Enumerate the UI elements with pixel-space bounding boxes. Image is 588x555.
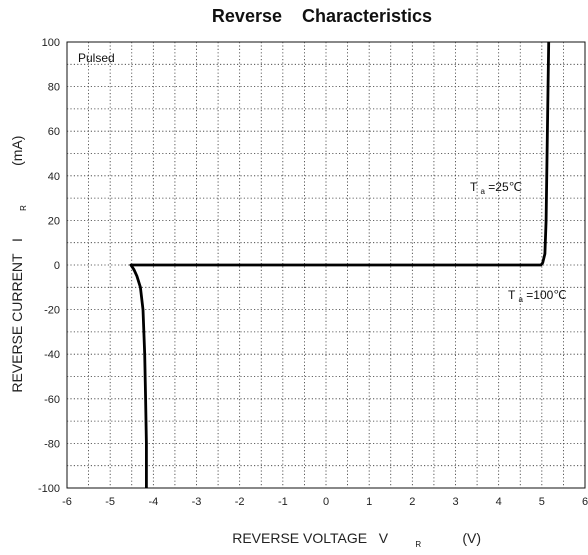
y-tick-label: 60	[48, 126, 60, 138]
x-tick-label: -2	[235, 496, 245, 508]
series-group	[129, 41, 551, 488]
ta100-symbol: T	[508, 288, 516, 302]
svg-text:T a =25℃: T a =25℃	[470, 180, 522, 197]
chart-title: Reverse Characteristics	[212, 6, 432, 26]
y-tick-label: -80	[44, 438, 60, 450]
y-axis-label-subscript: R	[19, 205, 28, 211]
x-axis-label: REVERSE VOLTAGE V R (V)	[205, 530, 500, 550]
x-tick-labels: -6 -5 -4 -3 -2 -1 0 1 2 3 4 5 6	[62, 496, 588, 508]
svg-text:REVERSE VOLTAGE V R: REVERSE VOLTAGE V R (V)	[205, 530, 500, 550]
x-axis-label-subscript: R	[415, 540, 421, 549]
x-axis-label-main: REVERSE VOLTAGE V	[232, 530, 389, 546]
x-tick-label: 4	[496, 496, 502, 508]
x-tick-label: 5	[539, 496, 545, 508]
y-tick-label: -60	[44, 394, 60, 406]
y-axis-label-unit: (mA)	[9, 136, 25, 166]
x-tick-label: 6	[582, 496, 588, 508]
svg-text:REVERSE CURRENT I R: REVERSE CURRENT I R (mA)	[9, 116, 29, 420]
y-axis-label-main: REVERSE CURRENT I	[9, 238, 25, 393]
x-tick-label: 0	[323, 496, 329, 508]
x-tick-label: 3	[452, 496, 458, 508]
y-tick-label: -20	[44, 305, 60, 317]
ta25-subscript: a	[480, 187, 485, 196]
ta25-value: =25℃	[488, 180, 522, 194]
y-tick-label: -100	[38, 483, 60, 495]
series-line-0	[129, 41, 551, 488]
ta100-value: =100℃	[526, 288, 567, 302]
pulsed-annotation: Pulsed	[78, 51, 115, 65]
y-tick-label: 20	[48, 215, 60, 227]
x-tick-label: 2	[409, 496, 415, 508]
x-tick-label: -4	[148, 496, 158, 508]
x-tick-label: 1	[366, 496, 372, 508]
y-tick-label: 0	[54, 260, 60, 272]
y-tick-label: -40	[44, 349, 60, 361]
x-tick-label: -3	[192, 496, 202, 508]
x-tick-label: -1	[278, 496, 288, 508]
y-tick-label: 100	[42, 37, 60, 49]
ta100-subscript: a	[518, 295, 523, 304]
x-tick-label: -6	[62, 496, 72, 508]
x-tick-label: -5	[105, 496, 115, 508]
svg-text:T a =100℃: T a =100℃	[508, 288, 567, 305]
ta25-symbol: T	[470, 180, 478, 194]
y-axis-label: REVERSE CURRENT I R (mA)	[9, 116, 29, 420]
ta25-annotation: T a =25℃	[470, 180, 522, 197]
y-tick-label: 40	[48, 171, 60, 183]
y-tick-label: 80	[48, 82, 60, 94]
x-axis-label-unit: (V)	[462, 530, 481, 546]
grid-lines	[67, 42, 585, 488]
ta100-annotation: T a =100℃	[508, 288, 567, 305]
y-tick-labels: -100 -80 -60 -40 -20 0 20 40 60 80 100	[38, 37, 60, 495]
